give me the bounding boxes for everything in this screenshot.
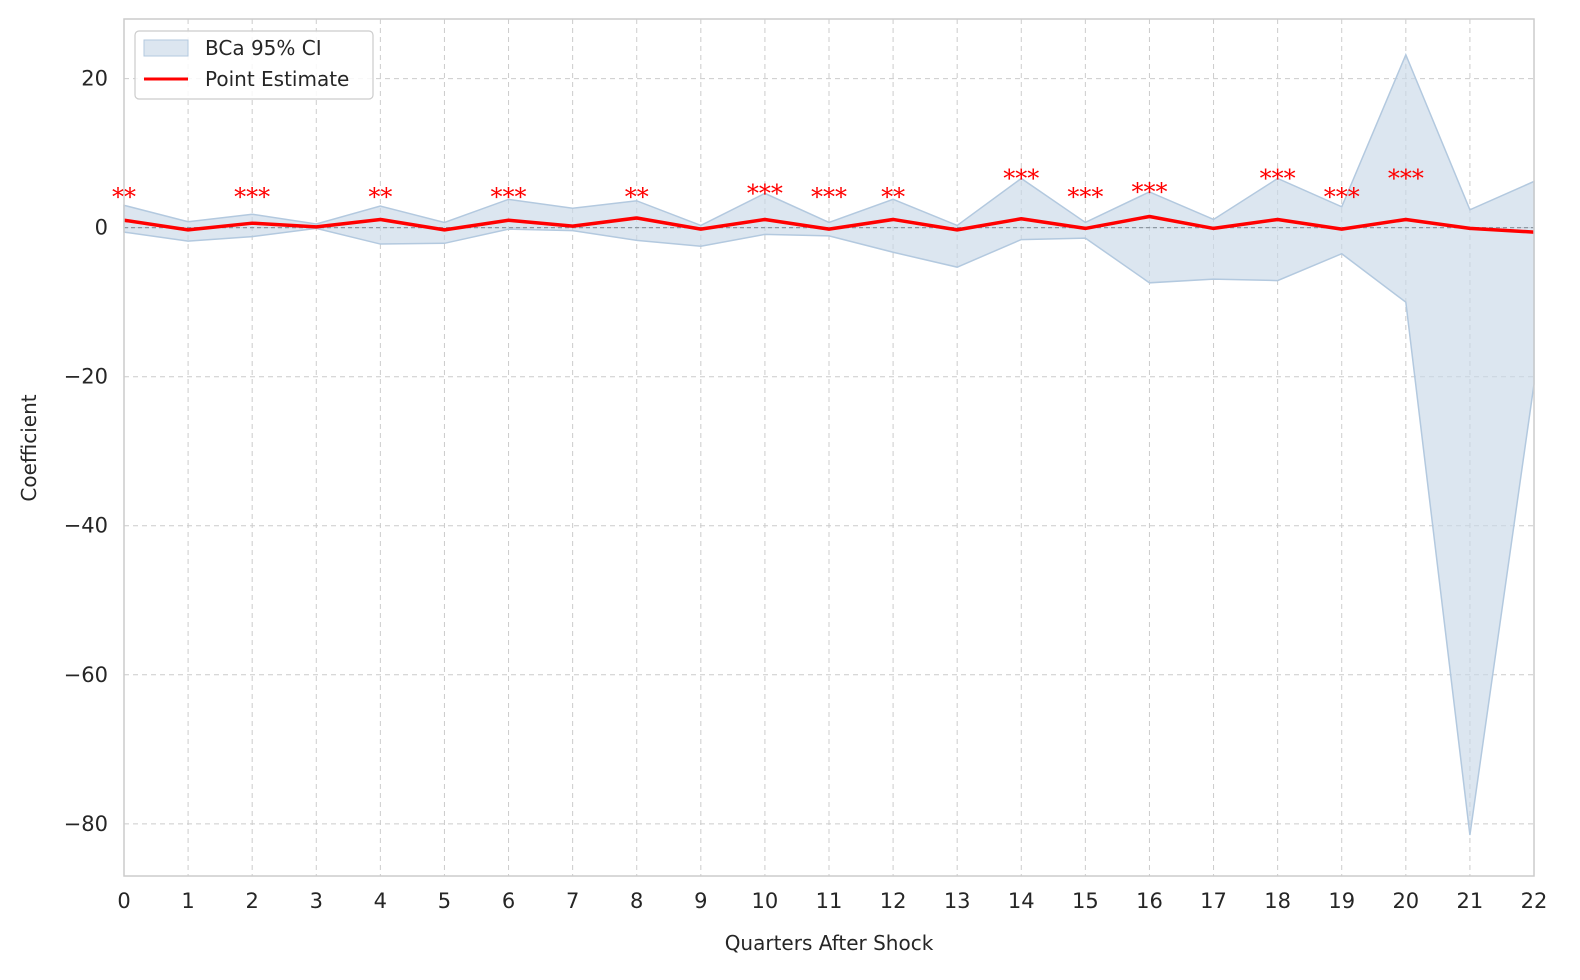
x-tick-label: 20 [1392,889,1419,913]
legend-ci-label: BCa 95% CI [205,36,322,60]
significance-marker: *** [747,179,783,207]
x-tick-label: 14 [1008,889,1035,913]
significance-markers: ** *** ** *** ** *** *** ******** *** ********* [112,164,1424,211]
significance-marker: ** [368,183,392,211]
significance-marker: *** [1388,164,1424,192]
x-tick-label: 13 [944,889,971,913]
x-tick-label: 8 [630,889,643,913]
y-tick-label: −60 [64,663,108,687]
y-axis-ticks: −80 −60 −40 −20 0 20 [64,67,108,836]
significance-marker: ** [625,183,649,211]
x-tick-label: 5 [438,889,451,913]
x-tick-label: 15 [1072,889,1099,913]
x-axis-ticks: 0 1 2 3 4 5 6 7 8 9 10 11 12 13 14 15 16 17 18 19 20 21 22 [117,889,1547,913]
y-tick-label: −40 [64,514,108,538]
x-tick-label: 19 [1328,889,1355,913]
x-tick-label: 18 [1264,889,1291,913]
x-tick-label: 16 [1136,889,1163,913]
legend: BCa 95% CI Point Estimate [134,30,374,100]
x-tick-label: 6 [502,889,515,913]
x-axis-label: Quarters After Shock [725,931,934,955]
significance-marker: *** [1067,183,1103,211]
x-tick-label: 2 [245,889,258,913]
y-tick-label: 0 [95,216,108,240]
y-tick-label: 20 [81,67,108,91]
plot-frame [123,18,1535,877]
y-axis-label: Coefficient [17,394,41,501]
x-tick-label: 17 [1200,889,1227,913]
legend-line-label: Point Estimate [205,67,349,91]
x-tick-label: 1 [181,889,194,913]
x-tick-label: 4 [374,889,387,913]
x-tick-label: 7 [566,889,579,913]
legend-ci-swatch [143,39,189,57]
point-estimate-line [123,214,1535,234]
x-tick-label: 10 [752,889,779,913]
x-tick-label: 21 [1457,889,1484,913]
y-tick-label: −80 [64,812,108,836]
significance-marker: *** [811,183,847,211]
significance-marker: ** [881,183,905,211]
x-tick-label: 22 [1521,889,1548,913]
y-tick-label: −20 [64,365,108,389]
significance-marker: *** [491,183,527,211]
significance-marker: *** [1003,164,1039,192]
significance-marker: *** [1131,178,1167,206]
x-tick-label: 0 [117,889,130,913]
significance-marker: *** [234,183,270,211]
legend-box [134,30,374,100]
x-tick-label: 3 [310,889,323,913]
significance-marker: *** [1260,164,1296,192]
significance-marker: *** [1324,183,1360,211]
point-estimate [123,214,1535,234]
x-tick-label: 11 [816,889,843,913]
x-tick-label: 9 [694,889,707,913]
x-tick-label: 12 [880,889,907,913]
